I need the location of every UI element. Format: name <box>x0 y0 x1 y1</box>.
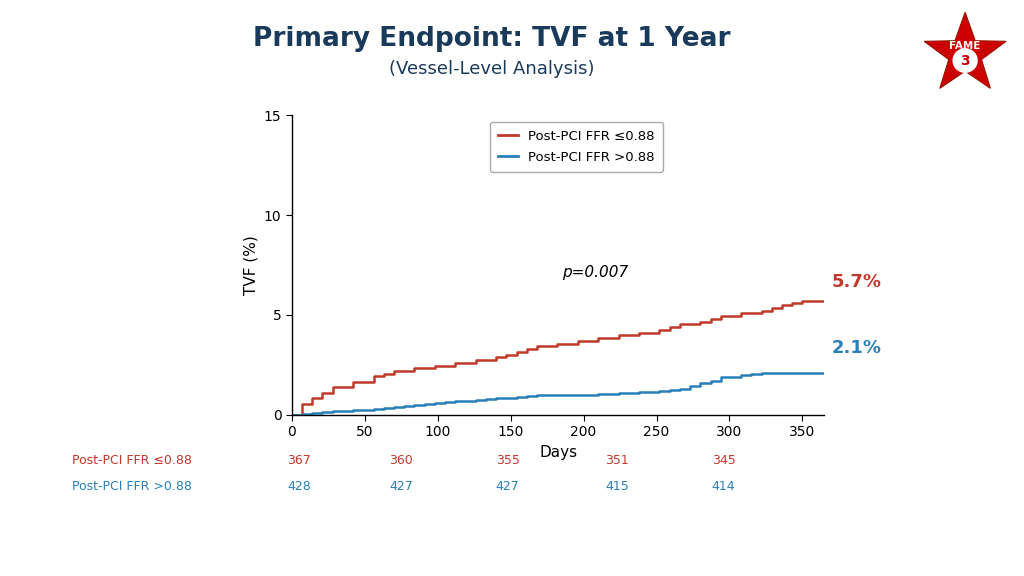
Circle shape <box>953 49 977 72</box>
Text: TCT: TCT <box>12 536 76 565</box>
Text: (Vessel-Level Analysis): (Vessel-Level Analysis) <box>389 60 594 78</box>
Text: 3: 3 <box>961 54 970 67</box>
Text: Post-PCI FFR >0.88: Post-PCI FFR >0.88 <box>72 480 191 493</box>
X-axis label: Days: Days <box>539 445 578 460</box>
Polygon shape <box>925 12 1006 88</box>
Text: FAME: FAME <box>949 41 981 51</box>
Y-axis label: TVF (%): TVF (%) <box>244 235 258 295</box>
Text: p=0.007: p=0.007 <box>562 265 628 280</box>
Text: 415: 415 <box>605 480 629 493</box>
Text: Post-PCI FFR ≤0.88: Post-PCI FFR ≤0.88 <box>72 454 191 467</box>
Text: 2.1%: 2.1% <box>831 339 882 358</box>
Text: 367: 367 <box>288 454 311 467</box>
Text: 5.7%: 5.7% <box>831 273 882 291</box>
Text: 355: 355 <box>496 454 520 467</box>
Text: 427: 427 <box>496 480 519 493</box>
Legend: Post-PCI FFR ≤0.88, Post-PCI FFR >0.88: Post-PCI FFR ≤0.88, Post-PCI FFR >0.88 <box>490 122 663 172</box>
Text: 360: 360 <box>389 454 413 467</box>
Text: 345: 345 <box>712 454 735 467</box>
Text: TVF = Target Vessel Failure, defined as cardiac death, target vessel MI, or targ: TVF = Target Vessel Failure, defined as … <box>138 536 842 550</box>
Text: 414: 414 <box>712 480 735 493</box>
Text: Primary Endpoint: TVF at 1 Year: Primary Endpoint: TVF at 1 Year <box>253 26 730 52</box>
Text: 351: 351 <box>605 454 629 467</box>
Text: 428: 428 <box>288 480 311 493</box>
Text: ⓈCRF®: ⓈCRF® <box>12 524 47 535</box>
Text: 427: 427 <box>389 480 413 493</box>
